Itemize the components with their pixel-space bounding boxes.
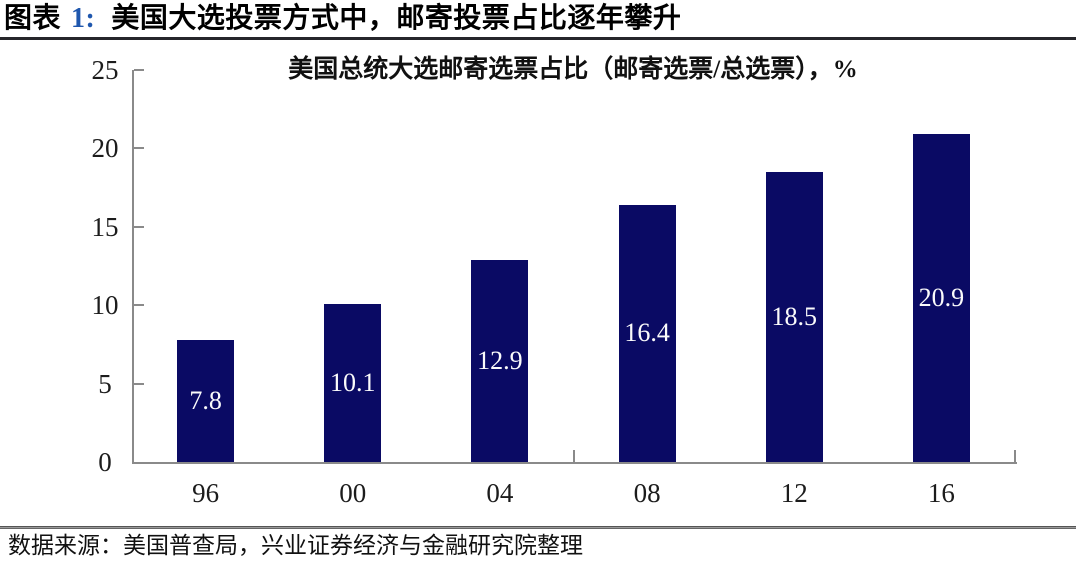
x-axis-tick-label: 16 xyxy=(927,478,955,508)
figure-number: 1: xyxy=(71,3,96,34)
y-axis-tick xyxy=(134,382,144,385)
y-axis-tick-label: 20 xyxy=(91,133,119,164)
bar: 16.4 xyxy=(618,204,676,462)
bar-value-label: 18.5 xyxy=(771,301,818,331)
source-divider-rule xyxy=(0,526,1076,529)
bar: 12.9 xyxy=(471,259,529,462)
y-axis-tick-label: 0 xyxy=(98,447,112,477)
y-axis-line xyxy=(132,70,134,464)
bar-value-label: 7.8 xyxy=(189,385,222,415)
figure-caption-title: 美国大选投票方式中，邮寄投票占比逐年攀升 xyxy=(111,3,682,34)
y-axis-tick-label: 10 xyxy=(91,290,119,321)
x-axis-tick-label: 00 xyxy=(339,478,367,508)
chart-title: 美国总统大选邮寄选票占比（邮寄选票/总选票），% xyxy=(288,56,858,83)
x-axis-tick xyxy=(1014,450,1016,464)
y-axis-tick xyxy=(134,69,144,71)
bar: 20.9 xyxy=(912,134,970,462)
x-axis-line xyxy=(132,462,1017,464)
bar: 10.1 xyxy=(324,303,382,462)
bar: 18.5 xyxy=(765,171,823,462)
bar-value-label: 10.1 xyxy=(330,367,376,397)
y-axis-tick xyxy=(134,225,144,228)
x-axis-tick-label: 04 xyxy=(486,478,514,508)
bar-value-label: 12.9 xyxy=(477,345,523,375)
bar-value-label: 20.9 xyxy=(918,283,965,313)
x-axis-tick-label: 08 xyxy=(633,478,661,508)
figure-caption-prefix: 图表 xyxy=(4,3,62,34)
y-axis-tick-label: 25 xyxy=(91,55,119,85)
figure-caption: 图表 1: 美国大选投票方式中，邮寄投票占比逐年攀升 xyxy=(4,2,681,36)
x-axis-tick xyxy=(572,450,575,464)
y-axis-tick xyxy=(134,304,144,307)
y-axis-tick xyxy=(134,147,144,150)
data-source-note: 数据来源：美国普查局，兴业证券经济与金融研究院整理 xyxy=(8,533,583,558)
bar: 7.8 xyxy=(177,339,235,462)
bar-value-label: 16.4 xyxy=(624,318,670,348)
y-axis-tick-label: 15 xyxy=(91,211,119,242)
x-axis-tick-label: 12 xyxy=(780,478,808,508)
y-axis-tick-label: 5 xyxy=(98,368,112,399)
caption-divider-rule xyxy=(0,37,1076,40)
x-axis-tick-label: 96 xyxy=(192,478,220,508)
